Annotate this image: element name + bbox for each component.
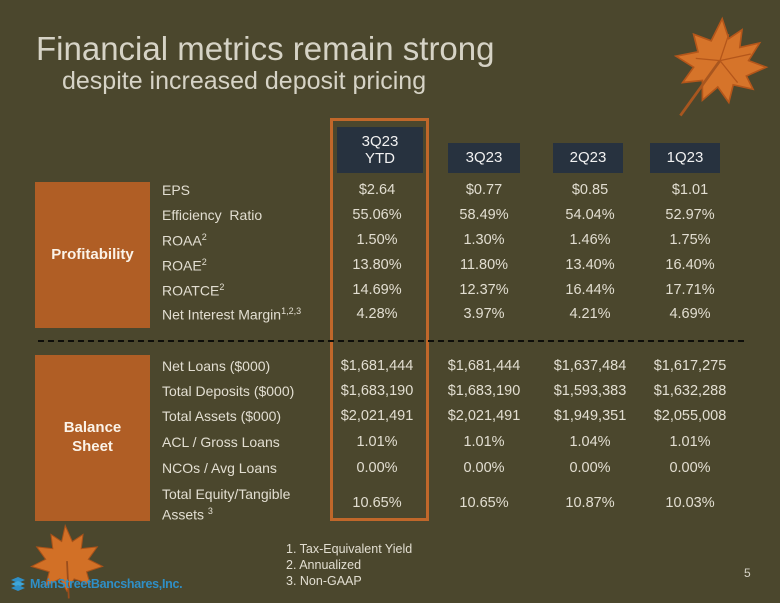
ytd-column-highlight [330,118,429,521]
footnote-3: 3. Non-GAAP [286,574,362,588]
metric-value: 52.97% [665,207,715,223]
metric-value: 4.21% [569,306,611,322]
metric-value: $1,683,190 [340,383,414,399]
metric-value: 1.50% [356,232,398,248]
metric-value: $2,021,491 [340,408,414,424]
metric-value: $2,055,008 [653,408,727,424]
metric-value: $1,632,288 [653,383,727,399]
metric-value: 12.37% [459,282,509,298]
metric-value: $1,681,444 [447,358,521,374]
metric-value: 0.00% [569,460,611,476]
section-divider [38,340,744,342]
column-header-3q23: 3Q23 [448,143,520,173]
row-label-eps: EPS [162,182,191,198]
metric-value: 1.46% [569,232,611,248]
metric-value: 1.01% [669,434,711,450]
maple-leaf-icon [30,523,104,599]
metric-value: $1,617,275 [653,358,727,374]
metric-value: 55.06% [352,207,402,223]
metric-value: 0.00% [356,460,398,476]
metric-value: 0.00% [669,460,711,476]
metric-value: 14.69% [352,282,402,298]
row-label-total-assets: Total Assets ($000) [162,408,282,424]
footnote-2: 2. Annualized [286,558,362,572]
metric-value: 1.01% [463,434,505,450]
metric-value: 1.04% [569,434,611,450]
row-label-net-interest-margin: Net Interest Margin1,2,3 [162,306,302,323]
metric-value: $0.77 [465,182,503,198]
metric-value: 11.80% [459,257,509,273]
metric-value: $1,949,351 [553,408,627,424]
metric-value: 0.00% [463,460,505,476]
maple-leaf-icon [673,16,769,117]
slide-subtitle: despite increased deposit pricing [62,67,427,95]
column-header-1q23: 1Q23 [650,143,720,173]
row-label-roatce: ROATCE2 [162,282,225,299]
column-header-3q23-ytd: 3Q23 YTD [337,127,423,173]
row-label-total-equity-tangible-assets: Total Equity/Tangible Assets 3 [162,486,291,523]
metric-value: 13.80% [352,257,402,273]
metric-value: 4.28% [356,306,398,322]
metric-value: 4.69% [669,306,711,322]
row-label-total-deposits: Total Deposits ($000) [162,383,295,399]
metric-value: $0.85 [571,182,609,198]
metric-value: 10.03% [665,495,715,511]
row-label-roae: ROAE2 [162,257,207,274]
metric-value: 17.71% [665,282,715,298]
metric-value: 10.65% [352,495,402,511]
metric-value: 58.49% [459,207,509,223]
slide-title: Financial metrics remain strong [36,30,495,67]
page-number: 5 [744,566,751,580]
metric-value: 1.30% [463,232,505,248]
metric-value: 10.65% [459,495,509,511]
row-label-acl-gross-loans: ACL / Gross Loans [162,434,280,450]
metric-value: 13.40% [565,257,615,273]
column-header-2q23: 2Q23 [553,143,623,173]
metric-value: 16.44% [565,282,615,298]
metric-value: 1.75% [669,232,711,248]
metric-value: $1,593,383 [553,383,627,399]
metric-value: 1.01% [356,434,398,450]
section-balance-sheet: Balance Sheet [35,355,150,521]
footnotes: 1. Tax-Equivalent Yield 2. Annualized 3.… [286,541,412,589]
section-profitability: Profitability [35,182,150,328]
company-logo: MainStreetBancshares,Inc. [10,577,183,591]
row-label-ncos-avg-loans: NCOs / Avg Loans [162,460,277,476]
metric-value: $2,021,491 [447,408,521,424]
metric-value: 10.87% [565,495,615,511]
row-label-net-loans: Net Loans ($000) [162,358,271,374]
row-label-roaa: ROAA2 [162,232,207,249]
metric-value: $1.01 [671,182,709,198]
footnote-1: 1. Tax-Equivalent Yield [286,542,413,556]
logo-mark-icon [11,577,25,591]
metric-value: $1,681,444 [340,358,414,374]
metric-value: 16.40% [665,257,715,273]
metric-value: $1,683,190 [447,383,521,399]
row-label-efficiency-ratio: Efficiency Ratio [162,207,263,223]
metric-value: $1,637,484 [553,358,627,374]
metric-value: 54.04% [565,207,615,223]
metric-value: 3.97% [463,306,505,322]
metric-value: $2.64 [358,182,396,198]
logo-text: MainStreetBancshares,Inc. [30,577,183,591]
